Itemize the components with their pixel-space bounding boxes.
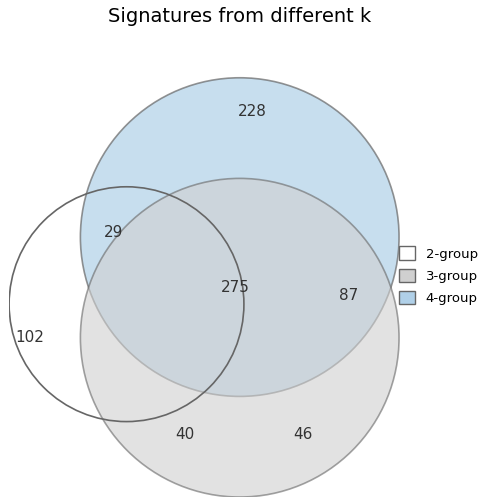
Circle shape [81,178,399,497]
Text: 102: 102 [16,330,44,345]
Title: Signatures from different k: Signatures from different k [108,7,371,26]
Legend: 2-group, 3-group, 4-group: 2-group, 3-group, 4-group [394,241,483,310]
Text: 87: 87 [339,288,358,303]
Text: 46: 46 [293,427,312,442]
Text: 228: 228 [238,104,267,119]
Text: 29: 29 [104,225,123,240]
Text: 275: 275 [221,280,250,295]
Text: 40: 40 [175,427,195,442]
Circle shape [81,78,399,397]
